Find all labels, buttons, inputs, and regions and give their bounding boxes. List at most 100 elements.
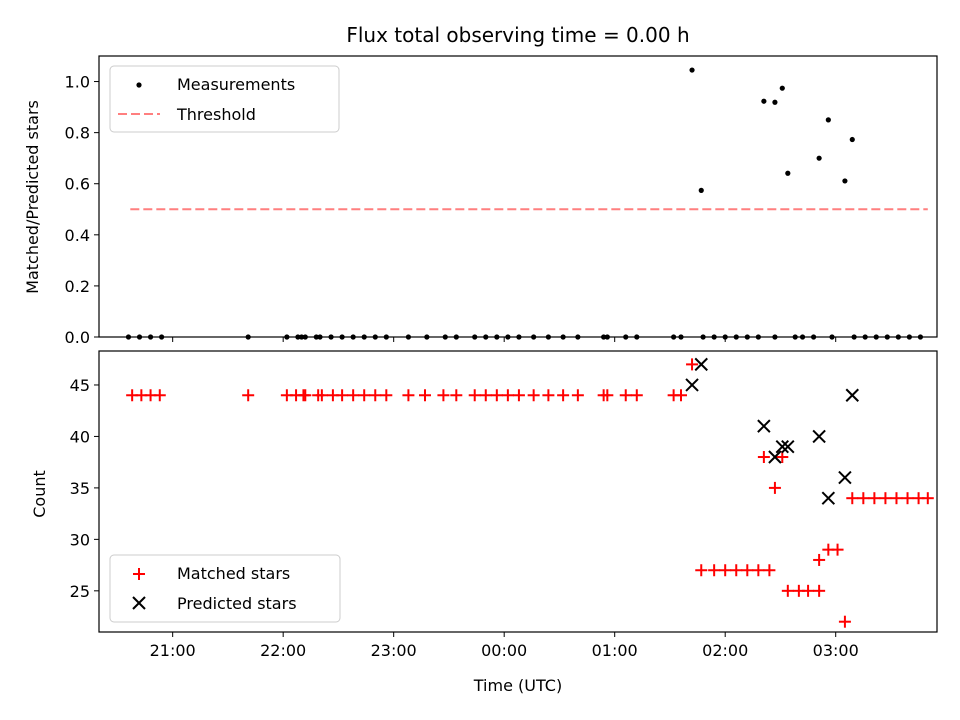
predicted-star-point xyxy=(694,357,708,372)
matched-star-point xyxy=(730,564,743,577)
y-tick-label: 1.0 xyxy=(65,73,90,92)
legend-marker-matched-stars xyxy=(133,568,145,580)
measurement-point xyxy=(785,170,791,176)
bottom-y-ticks: 25 30 35 40 45 xyxy=(70,376,99,601)
matched-star-point xyxy=(802,584,815,597)
matched-star-point xyxy=(719,564,732,577)
matched-star-point xyxy=(490,389,503,402)
legend-label-predicted-stars: Predicted stars xyxy=(177,594,297,613)
measurement-point xyxy=(772,99,778,105)
bottom-legend: Matched stars Predicted stars xyxy=(109,554,341,623)
matched-star-point xyxy=(813,553,826,566)
matched-star-point xyxy=(838,615,851,628)
matched-star-point xyxy=(890,492,903,505)
matched-star-point xyxy=(757,451,770,464)
matched-star-point xyxy=(437,389,450,402)
matched-star-point xyxy=(242,389,255,402)
y-tick-label: 0.0 xyxy=(65,328,90,347)
y-tick-label: 0.6 xyxy=(65,175,90,194)
matched-star-point xyxy=(557,389,570,402)
legend-marker-predicted-stars xyxy=(132,596,146,610)
y-tick-label: 35 xyxy=(70,479,90,498)
x-tick-label: 00:00 xyxy=(481,641,527,660)
x-tick-label: 03:00 xyxy=(813,641,859,660)
top-y-axis-label: Matched/Predicted stars xyxy=(23,100,42,294)
legend-label-measurements: Measurements xyxy=(177,75,295,94)
measurement-point xyxy=(779,85,785,91)
predicted-star-point xyxy=(838,470,852,485)
matched-star-point xyxy=(336,389,349,402)
x-tick-label: 23:00 xyxy=(371,641,417,660)
predicted-star-point xyxy=(821,491,836,505)
matched-star-point xyxy=(468,389,481,402)
matched-star-point xyxy=(846,492,859,505)
y-tick-label: 0.2 xyxy=(65,277,90,296)
y-tick-label: 45 xyxy=(70,376,90,395)
bottom-x-axis-label: Time (UTC) xyxy=(473,676,562,695)
matched-star-point xyxy=(315,389,328,402)
y-tick-label: 30 xyxy=(70,530,90,549)
matched-star-point xyxy=(619,389,632,402)
x-tick-label: 21:00 xyxy=(150,641,196,660)
series-predicted-stars xyxy=(685,357,859,505)
matched-star-point xyxy=(674,389,687,402)
bottom-panel: 25 30 35 40 45 21:00 22:00 23:00 00:00 01:00 02:0… xyxy=(30,350,938,695)
predicted-star-point xyxy=(685,378,699,392)
matched-star-point xyxy=(527,389,540,402)
chart-title: Flux total observing time = 0.00 h xyxy=(346,23,689,47)
predicted-star-point xyxy=(781,440,795,454)
measurement-point xyxy=(761,98,767,104)
matched-star-point xyxy=(857,492,870,505)
measurement-point xyxy=(698,187,704,193)
top-plot-frame xyxy=(98,55,938,338)
predicted-star-point xyxy=(757,419,771,433)
matched-star-point xyxy=(358,389,371,402)
y-tick-label: 25 xyxy=(70,582,90,601)
matched-star-point xyxy=(542,389,555,402)
bottom-y-axis-label: Count xyxy=(30,470,49,518)
matched-star-point xyxy=(347,389,360,402)
predicted-star-point xyxy=(845,388,859,402)
matched-star-point xyxy=(479,389,492,402)
x-tick-label: 02:00 xyxy=(702,641,748,660)
matched-star-point xyxy=(501,389,514,402)
measurement-point xyxy=(825,117,831,123)
matched-star-point xyxy=(571,389,584,402)
bottom-plot-frame xyxy=(98,350,938,633)
matched-star-point xyxy=(741,564,754,577)
predicted-star-point xyxy=(775,440,789,454)
top-y-ticks: 0.0 0.2 0.4 0.6 0.8 1.0 xyxy=(65,73,99,347)
matched-star-point xyxy=(153,389,166,402)
x-tick-label: 22:00 xyxy=(260,641,306,660)
legend-label-matched-stars: Matched stars xyxy=(177,564,290,583)
bottom-plot-marks xyxy=(126,357,934,628)
matched-star-point xyxy=(380,389,393,402)
matched-star-point xyxy=(450,389,463,402)
bottom-x-ticks: 21:00 22:00 23:00 00:00 01:00 02:00 03:00 xyxy=(150,632,859,660)
matched-star-point xyxy=(921,492,934,505)
predicted-star-point xyxy=(768,450,782,464)
matched-star-point xyxy=(752,564,765,577)
matched-star-point xyxy=(763,564,776,577)
measurement-point xyxy=(849,136,855,143)
matched-star-point xyxy=(402,389,415,402)
bottom-legend-box xyxy=(109,554,341,623)
y-tick-label: 0.4 xyxy=(65,226,90,245)
y-tick-label: 0.8 xyxy=(65,124,90,143)
measurement-point xyxy=(842,178,848,184)
top-panel: 0.0 0.2 0.4 0.6 0.8 1.0 Matched/Predicted sta… xyxy=(23,55,938,347)
matched-star-point xyxy=(695,564,708,577)
x-tick-label: 01:00 xyxy=(592,641,638,660)
matched-star-point xyxy=(369,389,382,402)
top-legend-box xyxy=(109,65,340,133)
matched-star-point xyxy=(879,492,892,505)
legend-label-threshold: Threshold xyxy=(176,105,256,124)
matched-star-point xyxy=(813,584,826,597)
series-matched-stars xyxy=(126,358,934,628)
matched-star-point xyxy=(708,564,721,577)
matched-star-point xyxy=(601,389,614,402)
measurement-point xyxy=(689,67,695,73)
matched-star-point xyxy=(868,492,881,505)
matched-star-point xyxy=(418,389,431,402)
matched-star-point xyxy=(781,584,794,597)
